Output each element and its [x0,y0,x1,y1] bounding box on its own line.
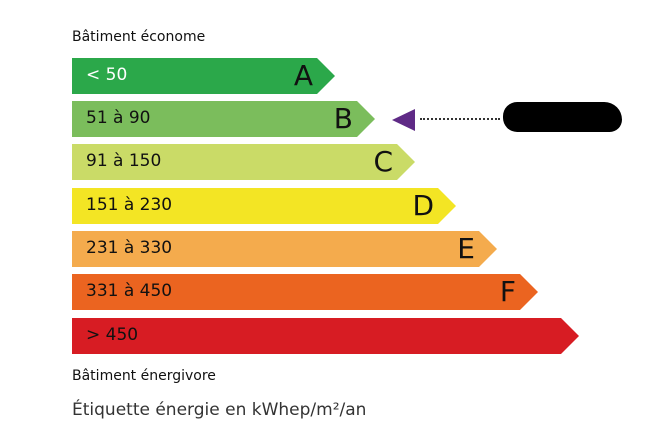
class-letter: A [293,59,313,92]
dotted-leader-line [420,118,500,120]
range-label: 151 à 230 [86,195,173,215]
class-bar-g: > 450 [72,318,579,354]
range-label: 331 à 450 [86,281,173,301]
class-letter: B [333,102,353,135]
class-letter: C [373,145,393,178]
class-bar-f: 331 à 450 F [72,274,538,310]
class-bar-c: 91 à 150 C [72,144,415,180]
class-bar-a: < 50 A [72,58,335,94]
caption: Étiquette énergie en kWhep/m²/an [72,400,367,420]
class-letter: F [499,275,516,308]
class-bar-e: 231 à 330 E [72,231,497,267]
range-label: > 450 [86,325,139,345]
bottom-label: Bâtiment énergivore [72,368,216,384]
redacted-value [503,102,622,132]
range-label: 231 à 330 [86,238,173,258]
range-label: 51 à 90 [86,108,151,128]
range-label: 91 à 150 [86,151,162,171]
class-bar-b: 51 à 90 B [72,101,375,137]
class-letter: E [457,232,475,265]
range-label: < 50 [86,65,128,85]
current-class-arrow-icon [392,109,415,131]
class-letter: D [412,189,434,222]
top-label: Bâtiment économe [72,29,206,45]
class-bar-d: 151 à 230 D [72,188,456,224]
